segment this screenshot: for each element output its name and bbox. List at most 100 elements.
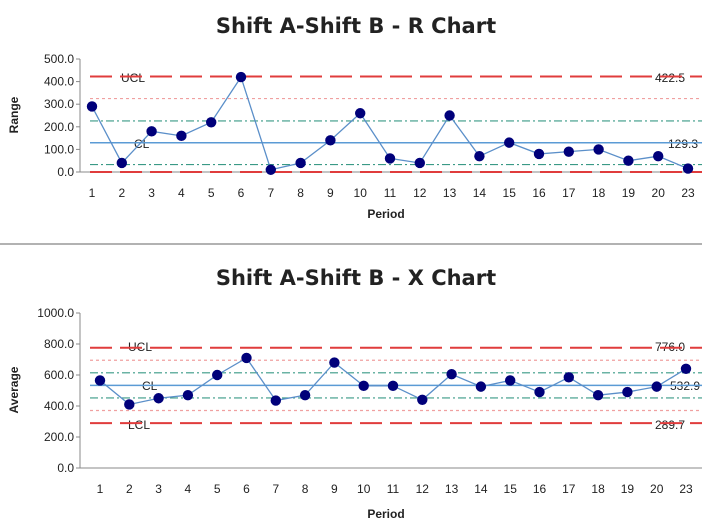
x-y-tick-label: 800.0	[44, 337, 74, 351]
x-x-tick-label: 15	[504, 482, 518, 496]
r-data-point	[295, 157, 306, 169]
x-x-tick-label: 13	[445, 482, 459, 496]
x-data-point	[680, 363, 692, 374]
r-x-tick-label: 4	[178, 186, 185, 200]
r-cl-label: CL	[134, 137, 150, 151]
x-data-point	[475, 381, 487, 392]
x-x-tick-label: 7	[272, 482, 279, 496]
r-x-tick-label: 7	[267, 186, 274, 200]
r-data-point	[444, 110, 455, 121]
r-x-tick-label: 16	[532, 186, 546, 200]
x-x-tick-label: 5	[214, 482, 221, 496]
x-data-point	[299, 389, 311, 401]
r-x-tick-label: 14	[473, 186, 487, 200]
x-data-point	[651, 381, 662, 392]
x-data-point	[94, 375, 106, 386]
x-data-point	[153, 393, 164, 404]
x-chart-title: Shift A-Shift B - X Chart	[216, 266, 496, 290]
x-x-tick-label: 19	[621, 482, 635, 496]
x-y-tick-label: 0.0	[57, 461, 74, 475]
r-data-point	[325, 135, 336, 146]
r-y-tick-label: 400.0	[44, 75, 74, 89]
x-x-tick-label: 16	[533, 482, 547, 496]
x-x-tick-label: 1	[97, 482, 104, 496]
r-data-point	[235, 71, 247, 83]
r-data-point	[653, 150, 664, 162]
r-x-tick-label: 19	[622, 186, 636, 200]
r-x-tick-label: 15	[503, 186, 517, 200]
x-data-point	[563, 372, 574, 383]
r-x-tick-label: 6	[238, 186, 245, 200]
r-chart-ylabel: Range	[7, 96, 21, 133]
r-chart-title: Shift A-Shift B - R Chart	[216, 14, 496, 38]
r-data-point	[176, 130, 187, 142]
r-data-point	[504, 137, 515, 148]
r-x-tick-label: 2	[118, 186, 125, 200]
x-x-tick-label: 3	[155, 482, 162, 496]
x-data-point	[358, 380, 369, 392]
r-x-tick-label: 11	[384, 186, 397, 200]
x-x-tick-label: 2	[126, 482, 133, 496]
x-x-tick-label: 12	[416, 482, 430, 496]
x-x-tick-label: 8	[302, 482, 309, 496]
r-chart-xlabel: Period	[367, 207, 404, 221]
r-data-point	[563, 146, 574, 157]
r-data-point	[116, 157, 128, 169]
r-x-tick-label: 8	[297, 186, 304, 200]
r-data-point	[474, 150, 485, 162]
r-data-point	[682, 163, 694, 174]
x-chart-xlabel: Period	[367, 507, 404, 521]
r-y-tick-label: 200.0	[44, 120, 74, 134]
x-x-tick-label: 9	[331, 482, 338, 496]
r-x-tick-label: 9	[327, 186, 334, 200]
x-x-tick-label: 10	[357, 482, 371, 496]
r-x-tick-label: 3	[148, 186, 155, 200]
x-x-tick-label: 4	[185, 482, 192, 496]
r-y-tick-label: 500.0	[44, 52, 74, 66]
r-data-point	[86, 101, 98, 112]
x-data-point	[241, 352, 252, 364]
r-x-tick-label: 5	[208, 186, 215, 200]
x-x-tick-label: 14	[474, 482, 488, 496]
x-y-tick-label: 200.0	[44, 430, 74, 444]
r-data-point	[146, 126, 157, 137]
x-y-tick-label: 400.0	[44, 399, 74, 413]
r-data-point	[593, 144, 604, 155]
x-data-point	[270, 395, 281, 406]
x-data-point	[592, 389, 604, 401]
r-x-tick-label: 23	[681, 186, 695, 200]
x-y-tick-label: 600.0	[44, 368, 74, 382]
r-x-tick-label: 10	[354, 186, 368, 200]
r-data-point	[533, 148, 545, 160]
r-y-tick-label: 0.0	[57, 165, 74, 179]
x-data-point	[622, 386, 633, 398]
x-data-point	[387, 380, 399, 392]
r-x-tick-label: 18	[592, 186, 606, 200]
r-cl-value: 129.3	[668, 137, 698, 151]
r-x-tick-label: 17	[562, 186, 576, 200]
r-x-tick-label: 20	[652, 186, 666, 200]
x-x-tick-label: 20	[650, 482, 664, 496]
x-y-tick-label: 1000.0	[37, 306, 74, 320]
x-x-tick-label: 11	[387, 482, 400, 496]
x-lcl-label: LCL	[128, 418, 150, 432]
x-lcl-value: 289.7	[655, 418, 685, 432]
r-data-point	[355, 108, 366, 119]
x-x-tick-label: 23	[679, 482, 693, 496]
x-x-tick-label: 18	[591, 482, 605, 496]
r-ucl-value: 422.5	[655, 71, 685, 85]
r-y-tick-label: 300.0	[44, 97, 74, 111]
x-data-point	[124, 399, 135, 410]
r-x-tick-label: 13	[443, 186, 457, 200]
x-data-point	[417, 394, 428, 405]
r-x-tick-label: 1	[89, 186, 96, 200]
x-data-point	[534, 386, 545, 398]
r-ucl-label: UCL	[121, 71, 145, 85]
r-data-point	[414, 157, 425, 169]
x-data-point	[329, 357, 340, 368]
x-x-tick-label: 17	[562, 482, 576, 496]
r-data-point	[265, 164, 276, 175]
x-data-point	[505, 375, 516, 386]
